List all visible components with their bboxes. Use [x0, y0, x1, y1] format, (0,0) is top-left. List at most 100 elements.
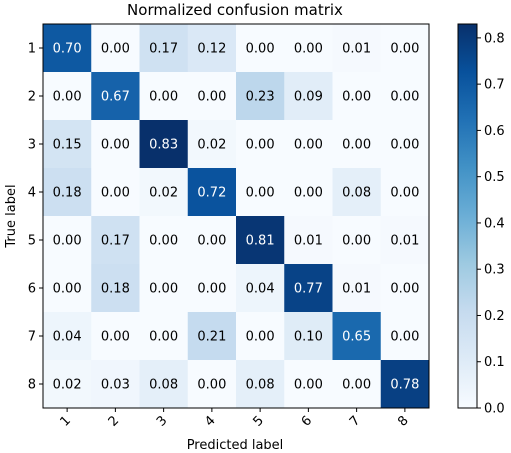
cell-value-label: 0.65 [342, 330, 371, 345]
colorbar-tick-label: 0.2 [484, 309, 505, 324]
x-tick-label: 8 [395, 413, 411, 429]
x-tick-label: 7 [347, 413, 363, 429]
cell-value-label: 0.00 [294, 138, 323, 153]
heatmap-cell [236, 24, 285, 73]
cell-value-label: 0.00 [390, 330, 419, 345]
cell-value-label: 0.17 [149, 42, 178, 57]
heatmap-cell [187, 312, 237, 361]
heatmap-cell [43, 264, 92, 313]
cell-value-label: 0.00 [53, 90, 82, 105]
x-axis-label: Predicted label [187, 438, 284, 453]
heatmap-cell-labels: 0.70 0.00 0.17 0.12 0.00 0.00 0.01 0.00 0.00 0.67… [53, 42, 420, 393]
y-tick-label: 4 [28, 186, 36, 201]
cell-value-label: 0.02 [197, 138, 226, 153]
heatmap-cell [236, 264, 285, 313]
cell-value-label: 0.70 [53, 42, 82, 57]
heatmap-cell [284, 72, 333, 121]
heatmap-cell [43, 360, 92, 409]
heatmap-cell [139, 360, 189, 409]
cell-value-label: 0.00 [197, 90, 226, 105]
heatmap-cell [284, 24, 333, 73]
y-tick-label: 2 [28, 90, 36, 105]
cell-value-label: 0.01 [342, 42, 371, 57]
cell-value-label: 0.00 [197, 378, 226, 393]
heatmap-cell [91, 360, 140, 409]
heatmap-cell [91, 120, 140, 169]
cell-value-label: 0.00 [246, 186, 275, 201]
heatmap-cell [139, 168, 189, 217]
cell-value-label: 0.02 [53, 378, 82, 393]
x-tick-label: 5 [250, 413, 266, 429]
cell-value-label: 0.00 [390, 42, 419, 57]
heatmap-cell [380, 216, 430, 265]
cell-value-label: 0.00 [390, 138, 419, 153]
heatmap-cell [236, 168, 285, 217]
cell-value-label: 0.00 [53, 282, 82, 297]
heatmap-cell [139, 264, 189, 313]
cell-value-label: 0.00 [246, 42, 275, 57]
y-tick-label: 5 [28, 234, 36, 249]
heatmap-cell [380, 120, 430, 169]
heatmap-cell [332, 312, 382, 361]
cell-value-label: 0.83 [149, 138, 178, 153]
plot-frame [42, 23, 430, 409]
heatmap-cell [187, 24, 237, 73]
y-tick-label: 1 [28, 42, 36, 57]
cell-value-label: 0.12 [197, 42, 226, 57]
heatmap-cell [187, 72, 237, 121]
cell-value-label: 0.00 [246, 330, 275, 345]
heatmap-cell [284, 216, 333, 265]
cell-value-label: 0.09 [294, 90, 323, 105]
heatmap-cell [91, 312, 140, 361]
heatmap-cell [380, 72, 430, 121]
heatmap-cell [139, 312, 189, 361]
y-tick-label: 7 [28, 330, 36, 345]
cell-value-label: 0.08 [149, 378, 178, 393]
cell-value-label: 0.00 [342, 138, 371, 153]
heatmap-cell [139, 216, 189, 265]
cell-value-label: 0.15 [53, 138, 82, 153]
cell-value-label: 0.01 [342, 282, 371, 297]
cell-value-label: 0.04 [53, 330, 82, 345]
heatmap-cell [91, 264, 140, 313]
heatmap-cell [43, 216, 92, 265]
cell-value-label: 0.00 [390, 186, 419, 201]
heatmap-cell [236, 216, 285, 265]
colorbar-tick-label: 0.8 [484, 31, 505, 46]
cell-value-label: 0.00 [342, 234, 371, 249]
heatmap-cell [332, 72, 382, 121]
cell-value-label: 0.78 [390, 378, 419, 393]
colorbar-tick-label: 0.6 [484, 124, 505, 139]
cell-value-label: 0.00 [197, 234, 226, 249]
heatmap-cell [284, 168, 333, 217]
heatmap-cell [187, 264, 237, 313]
heatmap-cell [139, 24, 189, 73]
heatmap-cell [284, 120, 333, 169]
heatmap-cell [236, 72, 285, 121]
x-axis-ticks: 1 2 3 4 5 6 7 8 [57, 408, 412, 430]
x-tick-label: 2 [106, 413, 122, 429]
heatmap-cell [43, 72, 92, 121]
heatmap-cell [332, 168, 382, 217]
heatmap-cell [236, 312, 285, 361]
cell-value-label: 0.81 [246, 234, 275, 249]
heatmap-cell [91, 24, 140, 73]
cell-value-label: 0.08 [342, 186, 371, 201]
colorbar: 0.0 0.1 0.2 0.3 0.4 0.5 0.6 0.7 0.8 [457, 23, 505, 417]
heatmap-cell [187, 120, 237, 169]
cell-value-label: 0.23 [246, 90, 275, 105]
colorbar-tick-label: 0.4 [484, 216, 505, 231]
cell-value-label: 0.00 [101, 330, 130, 345]
cell-value-label: 0.00 [390, 282, 419, 297]
heatmap-cell [380, 168, 430, 217]
cell-value-label: 0.01 [390, 234, 419, 249]
x-tick-label: 6 [299, 413, 315, 429]
y-tick-label: 6 [28, 282, 36, 297]
cell-value-label: 0.04 [246, 282, 275, 297]
heatmap-cell [91, 168, 140, 217]
cell-value-label: 0.18 [53, 186, 82, 201]
colorbar-gradient [457, 23, 478, 409]
heatmap-cell [139, 72, 189, 121]
x-tick-label: 3 [154, 413, 170, 429]
